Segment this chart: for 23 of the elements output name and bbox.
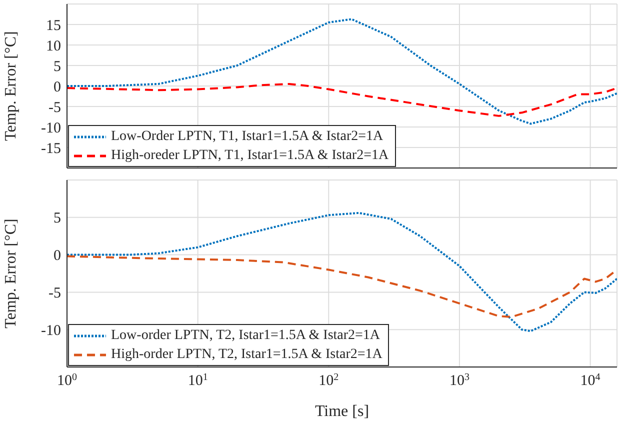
- legend-label: Low-order LPTN, T2, Istar1=1.5A & Istar2=1A: [111, 327, 380, 345]
- x-axis-title: Time [s]: [314, 403, 370, 420]
- y-tick-label: -10: [41, 120, 61, 136]
- y-tick-label: -15: [41, 140, 61, 157]
- x-tick-label: 10$^{3}$: [449, 372, 470, 389]
- y-axis-title: Temp. Error [°C]: [2, 31, 20, 141]
- y-tick-label: 10: [46, 38, 61, 54]
- y-tick-label: -5: [48, 100, 61, 116]
- y-tick-label: -10: [41, 322, 61, 339]
- x-tick-label: 10$^{0}$: [57, 372, 77, 389]
- x-tick-label: 10$^{2}$: [318, 372, 339, 389]
- legend-label: High-oreder LPTN, T1, Istar1=1.5A & Istar2=1A: [111, 147, 389, 165]
- y-tick-label: 0: [54, 248, 61, 264]
- y-tick-label: 15: [46, 18, 61, 34]
- y-axis-title: Temp. Error [°C]: [2, 218, 20, 328]
- legend-label: High-order LPTN, T2, Istar1=1.5A & Istar2=1A: [111, 346, 382, 364]
- y-tick-label: 5: [54, 210, 61, 227]
- legend-label: Low-Order LPTN, T1, Istar1=1.5A & Istar2=1A: [111, 128, 384, 146]
- y-tick-label: 0: [54, 79, 61, 96]
- x-tick-label: 10$^{4}$: [580, 372, 600, 389]
- x-tick-label: 10$^{1}$: [188, 372, 208, 389]
- y-tick-label: -5: [48, 286, 61, 302]
- y-tick-label: 5: [54, 58, 61, 75]
